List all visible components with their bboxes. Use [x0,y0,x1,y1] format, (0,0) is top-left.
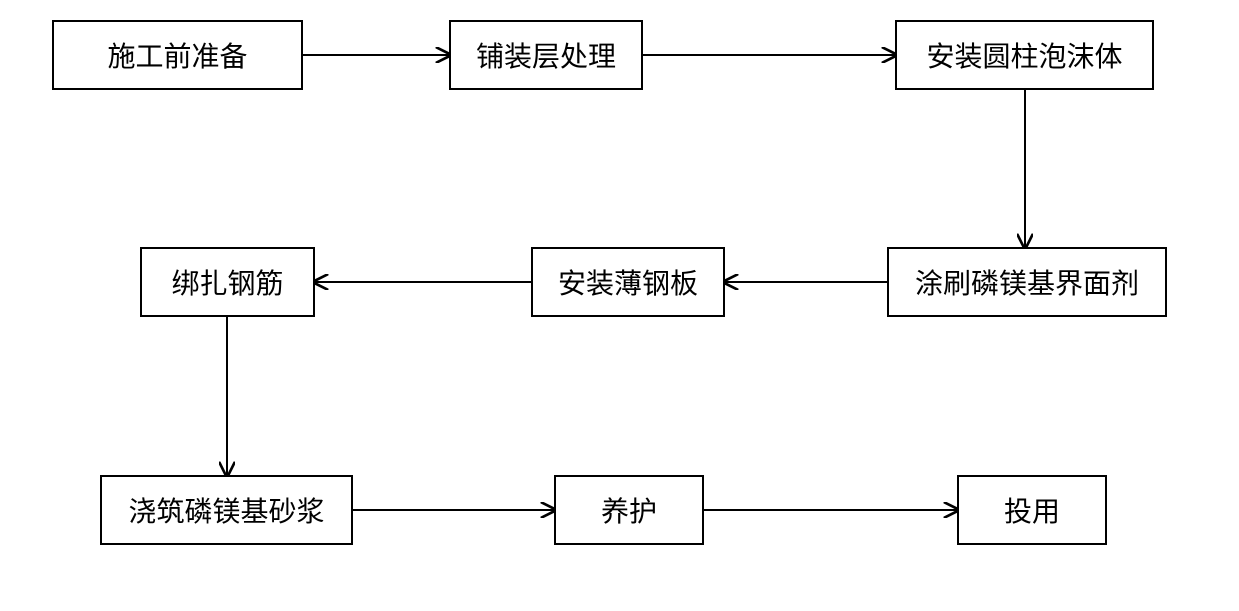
node-use: 投用 [957,475,1107,545]
node-label: 铺装层处理 [476,35,616,75]
node-label: 养护 [601,490,657,530]
node-pour-mortar: 浇筑磷镁基砂浆 [100,475,353,545]
node-install-foam: 安装圆柱泡沫体 [895,20,1154,90]
node-label: 施工前准备 [107,35,247,75]
node-label: 涂刷磷镁基界面剂 [915,262,1139,302]
node-install-plate: 安装薄钢板 [531,247,725,317]
node-label: 安装薄钢板 [558,262,698,302]
node-tie-rebar: 绑扎钢筋 [140,247,315,317]
node-label: 浇筑磷镁基砂浆 [128,490,324,530]
node-label: 安装圆柱泡沫体 [926,35,1122,75]
node-curing: 养护 [554,475,704,545]
flowchart-canvas: 施工前准备 铺装层处理 安装圆柱泡沫体 涂刷磷镁基界面剂 安装薄钢板 绑扎钢筋 … [0,0,1239,611]
node-prep: 施工前准备 [52,20,303,90]
node-pavement: 铺装层处理 [449,20,643,90]
node-label: 投用 [1004,490,1060,530]
node-apply-agent: 涂刷磷镁基界面剂 [887,247,1167,317]
node-label: 绑扎钢筋 [171,262,283,302]
